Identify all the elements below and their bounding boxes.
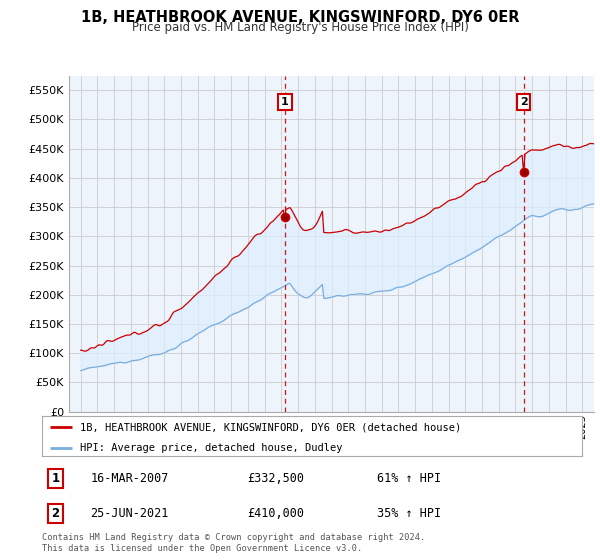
Text: 35% ↑ HPI: 35% ↑ HPI: [377, 507, 441, 520]
Text: 1: 1: [281, 97, 289, 107]
Text: 16-MAR-2007: 16-MAR-2007: [91, 472, 169, 486]
Text: 61% ↑ HPI: 61% ↑ HPI: [377, 472, 441, 486]
Text: 1: 1: [52, 472, 59, 486]
Text: 1B, HEATHBROOK AVENUE, KINGSWINFORD, DY6 0ER: 1B, HEATHBROOK AVENUE, KINGSWINFORD, DY6…: [81, 10, 519, 25]
Text: 2: 2: [52, 507, 59, 520]
Text: 25-JUN-2021: 25-JUN-2021: [91, 507, 169, 520]
Text: £410,000: £410,000: [247, 507, 304, 520]
Text: HPI: Average price, detached house, Dudley: HPI: Average price, detached house, Dudl…: [80, 442, 342, 452]
Text: 2: 2: [520, 97, 527, 107]
Text: Price paid vs. HM Land Registry's House Price Index (HPI): Price paid vs. HM Land Registry's House …: [131, 21, 469, 34]
Text: Contains HM Land Registry data © Crown copyright and database right 2024.
This d: Contains HM Land Registry data © Crown c…: [42, 533, 425, 553]
Text: 1B, HEATHBROOK AVENUE, KINGSWINFORD, DY6 0ER (detached house): 1B, HEATHBROOK AVENUE, KINGSWINFORD, DY6…: [80, 422, 461, 432]
Text: £332,500: £332,500: [247, 472, 304, 486]
